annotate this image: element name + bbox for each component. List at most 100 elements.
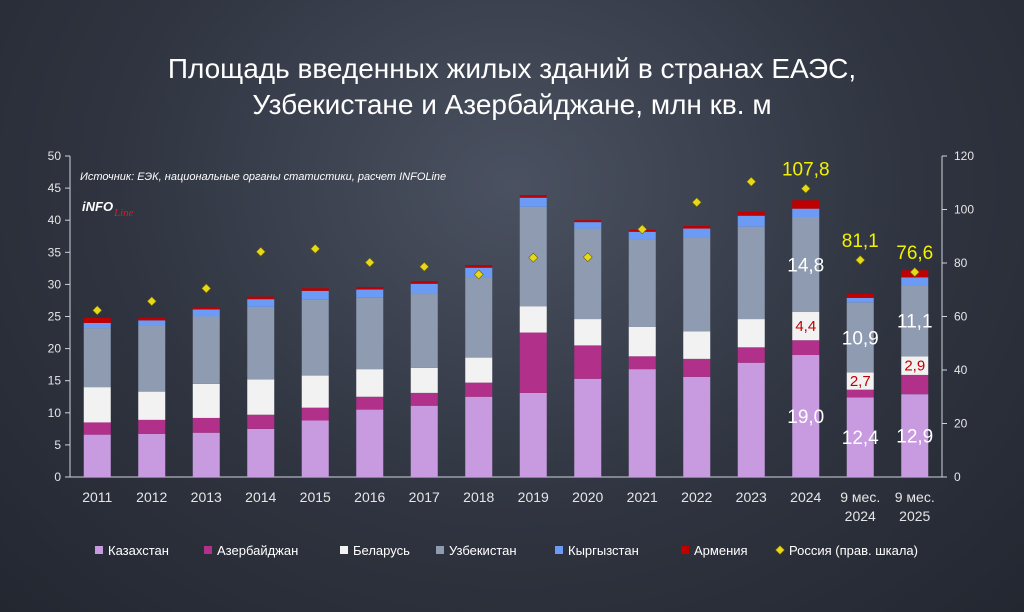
bar-segment-Казахстан xyxy=(737,362,765,477)
bar-segment-Азербайджан xyxy=(846,389,874,398)
bar-segment-Беларусь xyxy=(792,312,820,341)
x-tick-label: 9 мес. xyxy=(840,489,880,505)
bar-segment-Беларусь xyxy=(465,357,493,383)
bar-segment-Азербайджан xyxy=(519,332,547,393)
legend-label: Россия (прав. шкала) xyxy=(789,543,918,558)
bar-segment-Казахстан xyxy=(792,355,820,477)
legend-label: Кыргызстан xyxy=(568,543,639,558)
bar-segment-Беларусь xyxy=(301,375,329,408)
legend: Казахстан Азербайджан Беларусь Узбекистан Кы… xyxy=(95,543,918,558)
y-right-tick-label: 0 xyxy=(954,470,961,484)
bar-segment-Армения xyxy=(846,294,874,298)
bar-segment-Казахстан xyxy=(846,397,874,477)
bar-segment-Азербайджан xyxy=(792,340,820,356)
russia-marker xyxy=(310,243,321,254)
legend-label: Узбекистан xyxy=(449,543,517,558)
bar-segment-Узбекистан xyxy=(356,297,384,370)
legend-label: Беларусь xyxy=(353,543,410,558)
bar-segment-Узбекистан xyxy=(846,302,874,373)
y-right-tick-label: 60 xyxy=(954,310,968,324)
y-left-tick-label: 15 xyxy=(48,374,62,388)
bar-segment-Узбекистан xyxy=(737,226,765,320)
bar-segment-Армения xyxy=(83,317,111,323)
bar-segment-Беларусь xyxy=(683,331,711,359)
russia-marker xyxy=(855,255,866,265)
bar-segment-Армения xyxy=(737,211,765,216)
logo-line: Line xyxy=(113,207,134,219)
bar-segment-Кыргызстан xyxy=(138,320,166,326)
russia-marker xyxy=(201,283,212,294)
x-tick-label-line2: 2024 xyxy=(845,508,876,524)
data-label-Россия: 81,1 xyxy=(842,231,879,252)
bar-segment-Армения xyxy=(465,265,493,268)
bar-segment-Казахстан xyxy=(465,396,493,477)
x-tick-label: 9 мес. xyxy=(895,489,935,505)
x-tick-label: 2022 xyxy=(681,489,712,505)
legend-label: Азербайджан xyxy=(217,543,298,558)
bar-segment-Беларусь xyxy=(519,306,547,333)
data-label-Беларусь: 2,9 xyxy=(904,358,925,375)
bar-segment-Казахстан xyxy=(683,376,711,477)
chart-axes: 0 5 10 15 20 25 30 35 40 45 50 0 20 40 60 80 100 120 xyxy=(48,149,975,484)
y-left-tick-label: 10 xyxy=(48,406,62,420)
bar-segment-Беларусь xyxy=(356,369,384,397)
bar-segment-Кыргызстан xyxy=(247,299,275,307)
x-tick-label: 2011 xyxy=(82,489,112,505)
bar-segment-Армения xyxy=(301,288,329,291)
y-right-tick-label: 120 xyxy=(954,149,974,163)
y-right-tick-label: 40 xyxy=(954,363,968,377)
x-tick-label: 2012 xyxy=(136,489,167,505)
bar-segment-Узбекистан xyxy=(792,216,820,313)
x-tick-label: 2021 xyxy=(627,489,658,505)
legend-swatch xyxy=(775,545,785,555)
bar-segment-Кыргызстан xyxy=(628,231,656,240)
russia-marker xyxy=(528,252,539,263)
bar-segment-Узбекистан xyxy=(138,325,166,392)
source-and-logo: Источник: ЕЭК, национальные органы стати… xyxy=(80,171,446,219)
x-tick-label: 2015 xyxy=(300,489,331,505)
data-label-Россия: 107,8 xyxy=(782,160,830,181)
legend-swatch xyxy=(436,546,444,554)
bar-segment-Кыргызстан xyxy=(301,290,329,300)
bar-segment-Армения xyxy=(192,306,220,310)
x-tick-label: 2020 xyxy=(572,489,603,505)
russia-marker xyxy=(473,269,484,280)
russia-marker xyxy=(909,267,920,278)
bar-segment-Беларусь xyxy=(247,379,275,415)
bar-segment-Азербайджан xyxy=(628,356,656,370)
x-tick-label: 2018 xyxy=(463,489,494,505)
bar-segment-Беларусь xyxy=(410,367,438,393)
russia-marker xyxy=(691,197,702,208)
bar-segment-Кыргызстан xyxy=(683,228,711,238)
data-label-Казахстан: 12,4 xyxy=(842,428,879,449)
bar-segment-Казахстан xyxy=(138,433,166,477)
russia-markers xyxy=(92,176,920,316)
chart-bars xyxy=(83,195,929,477)
title-line-1: Площадь введенных жилых зданий в странах… xyxy=(168,53,856,84)
bar-segment-Беларусь xyxy=(192,383,220,418)
x-tick-label: 2014 xyxy=(245,489,276,505)
y-left-tick-label: 5 xyxy=(54,438,61,452)
bar-segment-Беларусь xyxy=(846,372,874,390)
russia-marker xyxy=(582,252,593,263)
data-labels: 19,0 4,4 14,8 107,8 12,4 2,7 10,9 81,1 12,9 2,9 11… xyxy=(782,160,933,450)
bar-segment-Узбекистан xyxy=(301,299,329,376)
legend-swatch xyxy=(204,546,212,554)
x-tick-label: 2023 xyxy=(736,489,767,505)
bar-segment-Узбекистан xyxy=(901,285,929,357)
bar-segment-Казахстан xyxy=(356,409,384,477)
russia-marker xyxy=(146,296,157,307)
bar-segment-Казахстан xyxy=(519,392,547,477)
russia-marker xyxy=(637,224,648,235)
bar-segment-Казахстан xyxy=(410,405,438,477)
bar-segment-Кыргызстан xyxy=(83,322,111,329)
data-label-Беларусь: 2,7 xyxy=(850,373,871,390)
x-tick-label-line2: 2025 xyxy=(899,508,930,524)
bar-segment-Узбекистан xyxy=(192,316,220,384)
bar-segment-Кыргызстан xyxy=(410,283,438,295)
legend-swatch xyxy=(340,546,348,554)
x-tick-label: 2019 xyxy=(518,489,549,505)
y-left-tick-label: 35 xyxy=(48,245,62,259)
y-left-tick-label: 30 xyxy=(48,277,62,291)
bar-segment-Азербайджан xyxy=(301,407,329,421)
